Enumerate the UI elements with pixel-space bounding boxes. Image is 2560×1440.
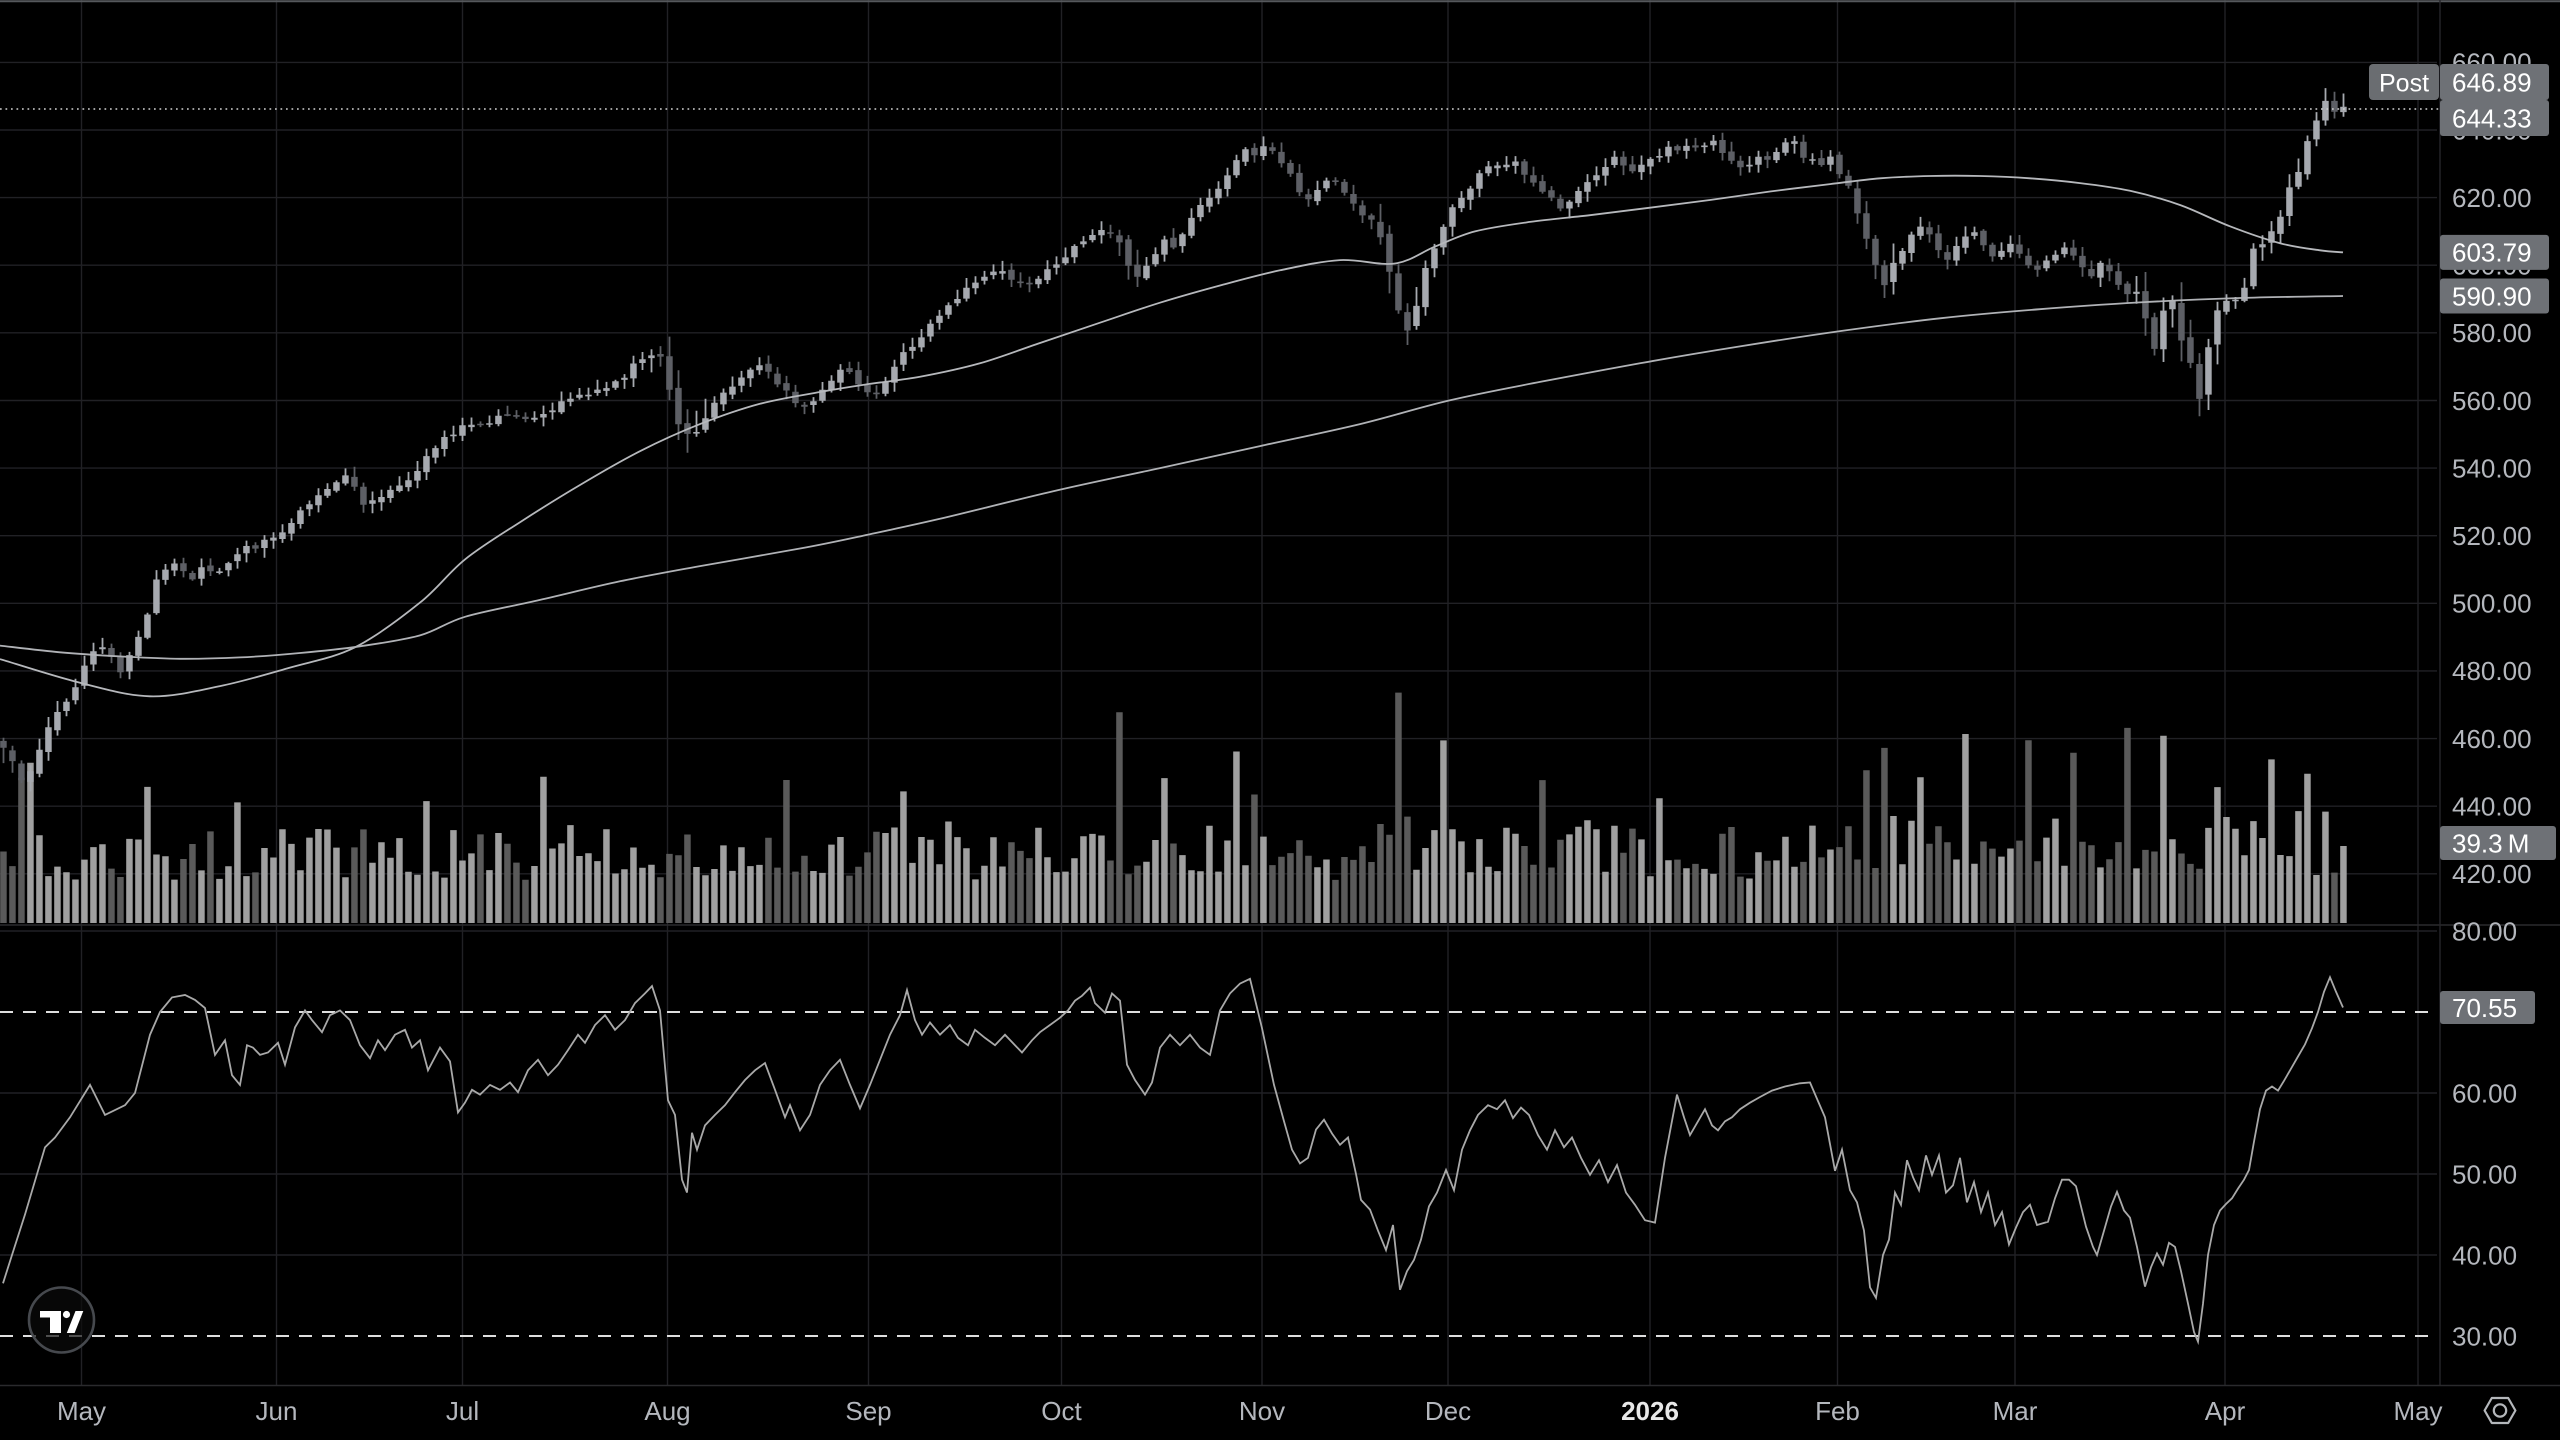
svg-text:644.33: 644.33 <box>2452 103 2532 133</box>
svg-text:40.00: 40.00 <box>2452 1240 2517 1270</box>
svg-text:520.00: 520.00 <box>2452 521 2532 551</box>
svg-text:Apr: Apr <box>2205 1396 2246 1426</box>
svg-text:Sep: Sep <box>845 1396 891 1426</box>
svg-text:May: May <box>57 1396 106 1426</box>
svg-text:39.3 M: 39.3 M <box>2452 828 2529 858</box>
svg-text:Post: Post <box>2379 70 2429 98</box>
svg-text:620.00: 620.00 <box>2452 183 2532 213</box>
svg-text:420.00: 420.00 <box>2452 859 2532 889</box>
svg-text:603.79: 603.79 <box>2452 238 2532 268</box>
svg-text:Jul: Jul <box>446 1396 479 1426</box>
svg-text:May: May <box>2393 1396 2442 1426</box>
svg-text:Mar: Mar <box>1993 1396 2038 1426</box>
svg-text:Jun: Jun <box>256 1396 298 1426</box>
svg-text:30.00: 30.00 <box>2452 1321 2517 1351</box>
svg-text:540.00: 540.00 <box>2452 453 2532 483</box>
svg-text:460.00: 460.00 <box>2452 724 2532 754</box>
svg-text:480.00: 480.00 <box>2452 656 2532 686</box>
svg-text:Aug: Aug <box>644 1396 690 1426</box>
svg-text:50.00: 50.00 <box>2452 1159 2517 1189</box>
svg-text:2026: 2026 <box>1621 1396 1679 1426</box>
svg-text:Feb: Feb <box>1815 1396 1860 1426</box>
svg-text:Dec: Dec <box>1425 1396 1471 1426</box>
svg-text:560.00: 560.00 <box>2452 386 2532 416</box>
svg-text:60.00: 60.00 <box>2452 1078 2517 1108</box>
svg-text:70.55: 70.55 <box>2452 993 2517 1023</box>
svg-text:646.89: 646.89 <box>2452 67 2532 97</box>
svg-text:580.00: 580.00 <box>2452 318 2532 348</box>
svg-text:Oct: Oct <box>1041 1396 1082 1426</box>
svg-text:590.90: 590.90 <box>2452 281 2532 311</box>
svg-text:Nov: Nov <box>1239 1396 1285 1426</box>
svg-text:440.00: 440.00 <box>2452 792 2532 822</box>
svg-text:80.00: 80.00 <box>2452 916 2517 946</box>
svg-text:500.00: 500.00 <box>2452 589 2532 619</box>
